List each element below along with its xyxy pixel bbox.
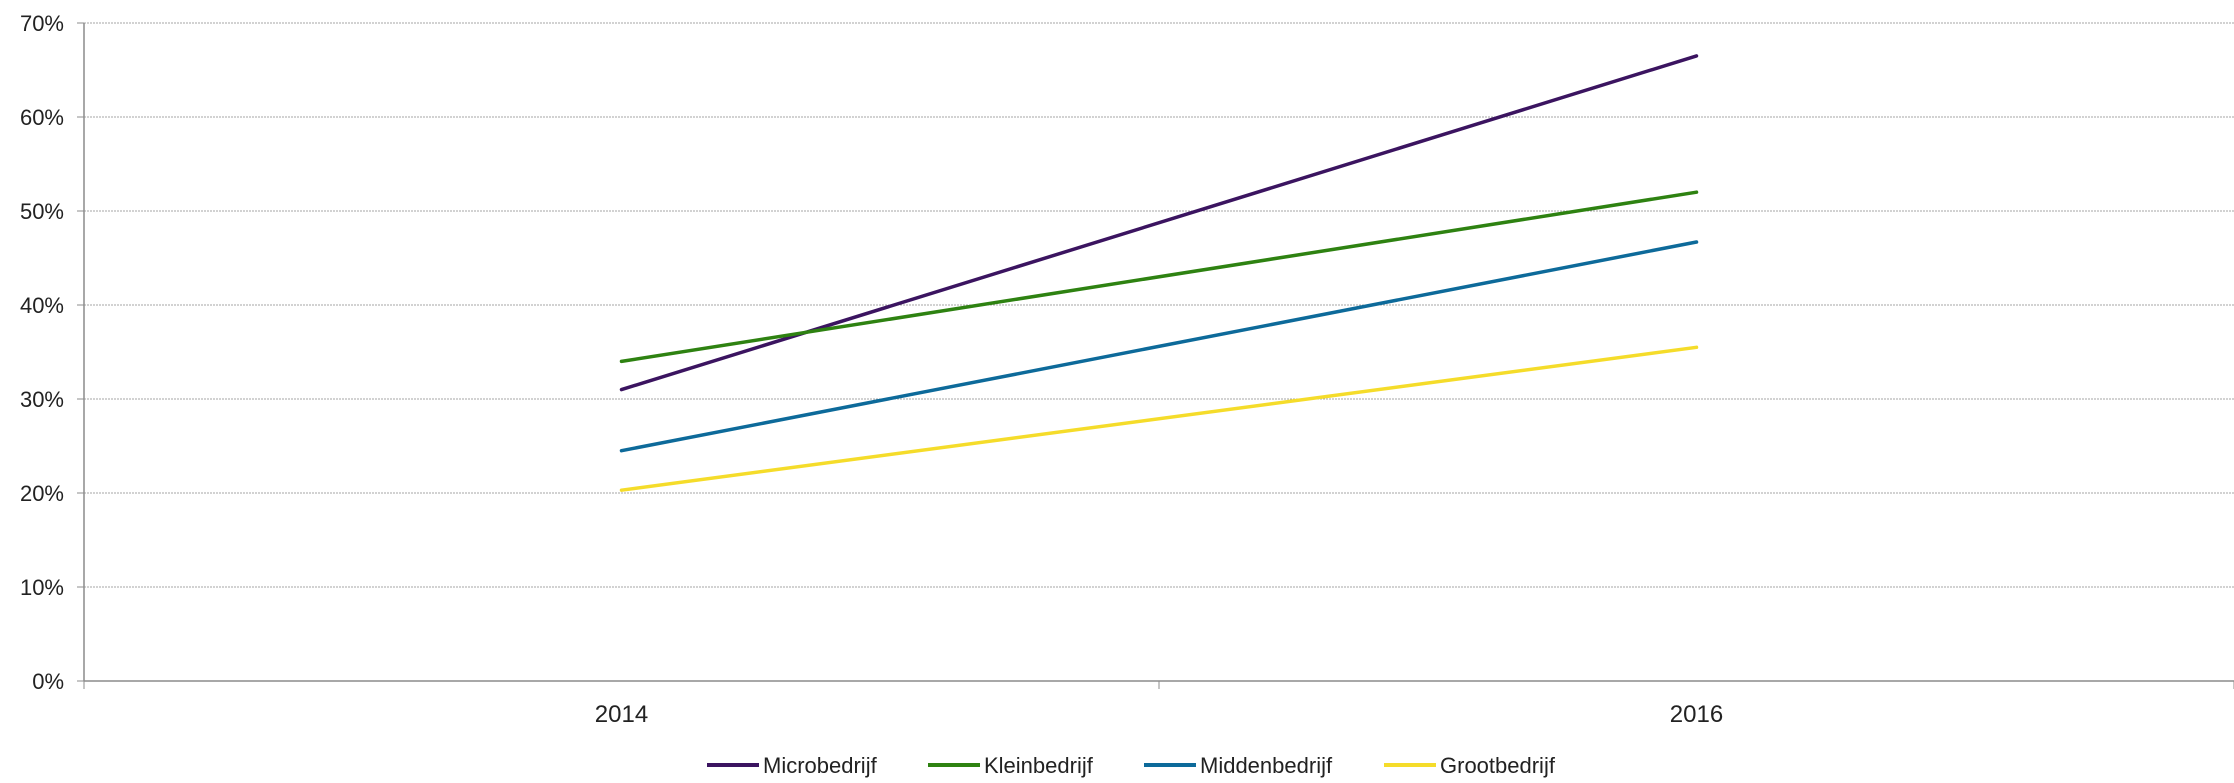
series-line-microbedrijf [619,54,1699,392]
y-axis-tick-labels: 0% 10% 20% 30% 40% 50% 60% 70% [20,11,64,694]
x-tick-label: 2016 [1670,701,1723,728]
series-line-kleinbedrijf [619,190,1699,364]
legend-label: Grootbedrijf [1440,753,1556,778]
legend-item: Middenbedrijf [1144,753,1333,778]
y-tick-label: 20% [20,481,64,506]
y-tick-label: 0% [32,669,64,694]
legend-label: Microbedrijf [763,753,878,778]
legend-label: Kleinbedrijf [984,753,1094,778]
legend-label: Middenbedrijf [1200,753,1333,778]
legend-item: Kleinbedrijf [928,753,1094,778]
y-tick-label: 50% [20,199,64,224]
series-lines [619,54,1699,492]
y-tick-label: 60% [20,105,64,130]
y-tick-label: 10% [20,575,64,600]
y-tick-label: 40% [20,293,64,318]
series-line-grootbedrijf [619,345,1699,492]
x-tick-label: 2014 [595,701,648,728]
x-axis-tick-labels: 2014 2016 [595,701,1723,728]
y-tick-label: 30% [20,387,64,412]
legend-item: Microbedrijf [707,753,878,778]
axes [77,22,2234,689]
y-tick-label: 70% [20,11,64,36]
gridlines [84,22,2234,588]
legend: Microbedrijf Kleinbedrijf Middenbedrijf Gro… [707,753,1556,778]
series-line-middenbedrijf [619,240,1699,453]
legend-item: Grootbedrijf [1384,753,1556,778]
